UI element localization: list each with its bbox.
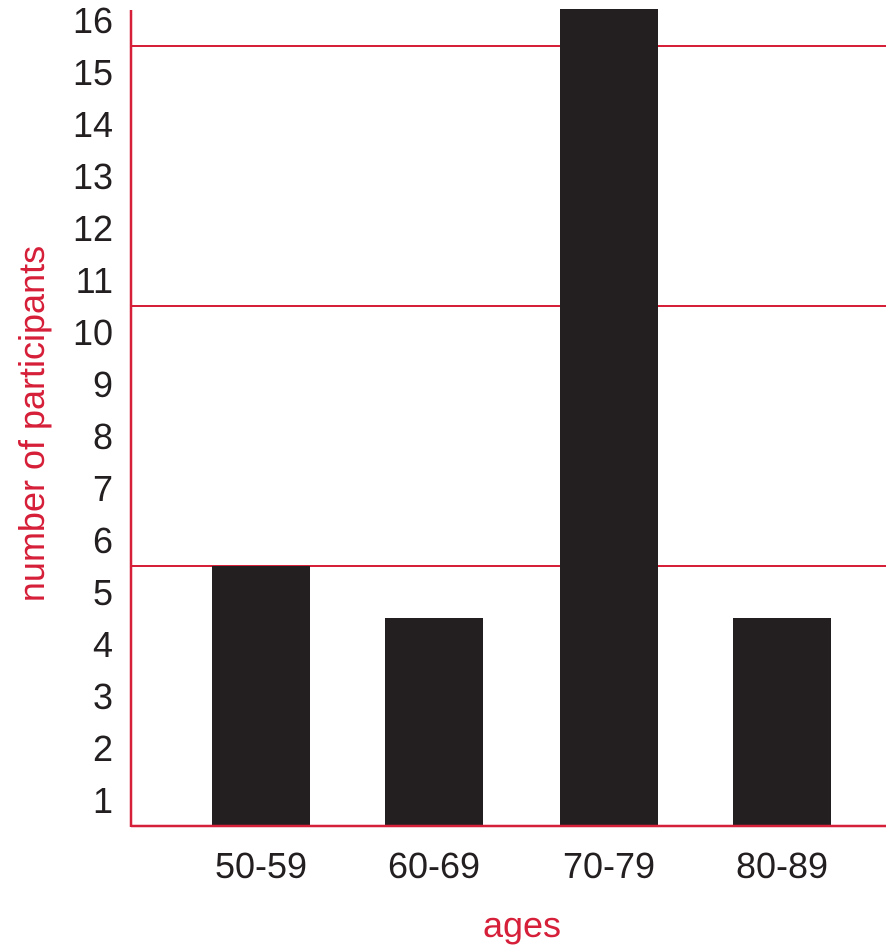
x-tick-labels: 50-59 60-69 70-79 80-89 xyxy=(215,845,828,886)
y-tick-label-12: 12 xyxy=(73,208,113,249)
y-tick-label-9: 9 xyxy=(93,364,113,405)
x-tick-label-70-79: 70-79 xyxy=(563,845,655,886)
bar-80-89 xyxy=(733,618,831,826)
y-tick-label-7: 7 xyxy=(93,468,113,509)
y-tick-label-1: 1 xyxy=(93,780,113,821)
y-tick-label-3: 3 xyxy=(93,676,113,717)
y-tick-label-5: 5 xyxy=(93,572,113,613)
bars xyxy=(212,9,831,826)
y-tick-label-13: 13 xyxy=(73,156,113,197)
y-tick-label-16: 16 xyxy=(73,0,113,41)
bar-60-69 xyxy=(385,618,483,826)
y-tick-label-2: 2 xyxy=(93,728,113,769)
y-tick-label-14: 14 xyxy=(73,104,113,145)
x-axis-title: ages xyxy=(483,904,561,945)
x-tick-label-50-59: 50-59 xyxy=(215,845,307,886)
y-tick-label-11: 11 xyxy=(76,260,113,301)
y-tick-label-6: 6 xyxy=(93,520,113,561)
bar-70-79 xyxy=(560,9,658,826)
y-tick-label-8: 8 xyxy=(93,416,113,457)
y-tick-label-10: 10 xyxy=(73,312,113,353)
axes xyxy=(129,10,886,828)
bar-50-59 xyxy=(212,566,310,826)
y-tick-label-4: 4 xyxy=(93,624,113,665)
x-tick-label-60-69: 60-69 xyxy=(388,845,480,886)
y-tick-label-15: 15 xyxy=(73,52,113,93)
y-axis-title: number of participants xyxy=(11,246,52,602)
x-tick-label-80-89: 80-89 xyxy=(736,845,828,886)
gridlines xyxy=(131,45,886,567)
